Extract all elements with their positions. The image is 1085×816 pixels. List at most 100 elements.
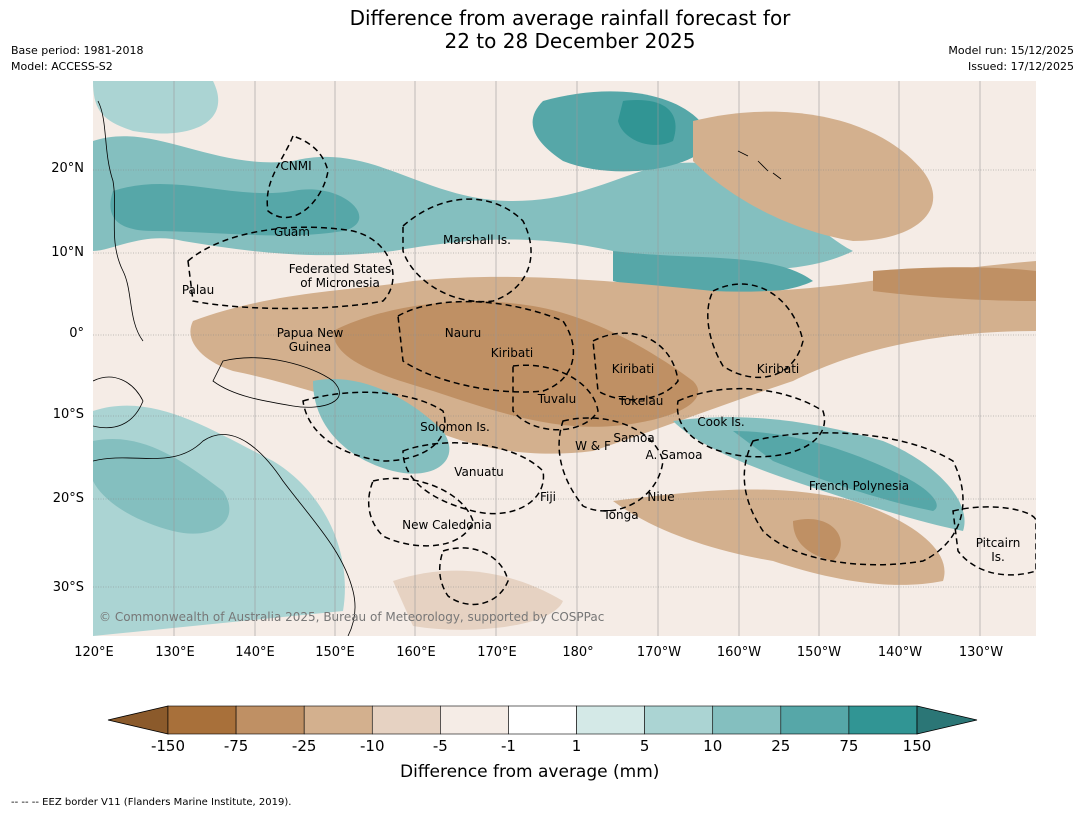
place-french-polynesia: French Polynesia xyxy=(808,479,910,493)
eez-marshall xyxy=(402,198,532,303)
dry-band-inner xyxy=(333,301,699,427)
colorbar-bin xyxy=(371,705,441,735)
philippines-coast xyxy=(97,100,144,342)
eez-south-loop xyxy=(438,547,509,606)
model-run: Model run: 15/12/2025 xyxy=(948,44,1074,57)
place-nauru: Nauru xyxy=(444,326,482,340)
colorbar-bin xyxy=(440,705,509,735)
colorbar-label: 10 xyxy=(703,737,723,755)
dry-bottom-center xyxy=(393,570,563,630)
eez-pitcairn xyxy=(952,506,1036,576)
meta-right: Model run: 15/12/2025 Issued: 17/12/2025 xyxy=(948,43,1074,75)
anomaly-fields xyxy=(93,81,1036,636)
place-tuvalu: Tuvalu xyxy=(537,392,577,406)
place-new-caledonia: New Caledonia xyxy=(402,518,492,532)
new-guinea-coast xyxy=(212,357,340,408)
coastlines xyxy=(93,100,782,636)
colorbar-label: -1 xyxy=(500,737,516,755)
eez-cook xyxy=(676,387,826,458)
colorbar-bin xyxy=(235,705,305,735)
borneo-coast xyxy=(93,376,144,429)
base-period: Base period: 1981-2018 xyxy=(11,44,144,57)
place-guam: Guam xyxy=(274,225,310,239)
wet-top-left xyxy=(93,81,219,134)
colorbar-label: -10 xyxy=(360,737,385,755)
lat-label-30s: 30°S xyxy=(52,580,84,595)
colorbar-label: 5 xyxy=(639,737,650,755)
place-samoa: Samoa xyxy=(613,431,655,445)
eez-frpoly xyxy=(743,432,964,566)
lat-label-10s: 10°S xyxy=(52,407,84,422)
lon-label-150e: 150°E xyxy=(315,645,355,660)
place-kiribati-central: Kiribati xyxy=(611,362,655,376)
colorbar-label: -150 xyxy=(150,737,186,755)
lat-label-0: 0° xyxy=(69,326,84,341)
eez-cnmi xyxy=(266,135,329,219)
colorbar-label: 1 xyxy=(571,737,582,755)
eez-footnote: -- -- -- EEZ border V11 (Flanders Marine… xyxy=(11,797,292,808)
colorbar-label: -5 xyxy=(432,737,448,755)
eez-kiribati-east xyxy=(707,283,804,379)
lon-label-160w: 160°W xyxy=(716,645,762,660)
place-fiji: Fiji xyxy=(539,490,557,504)
colorbar-bin xyxy=(303,705,373,735)
dry-east-core xyxy=(873,267,1036,301)
lon-label-130e: 130°E xyxy=(155,645,195,660)
eez-guam-fsm xyxy=(187,226,394,310)
australia-coast xyxy=(93,434,356,636)
place-solomon: Solomon Is. xyxy=(420,420,490,434)
place-tokelau: Tokelau xyxy=(618,394,664,408)
wet-south-core xyxy=(733,431,937,511)
eez-kiribati-west xyxy=(397,300,574,393)
place-kiribati-west: Kiribati xyxy=(490,346,534,360)
lon-label-130w: 130°W xyxy=(958,645,1004,660)
colorbar-label: 75 xyxy=(839,737,859,755)
place-pitcairn-line1: Pitcairn xyxy=(975,536,1021,550)
place-marshall: Marshall Is. xyxy=(443,233,511,247)
lon-label-150w: 150°W xyxy=(796,645,842,660)
place-palau: Palau xyxy=(181,283,215,297)
place-cook: Cook Is. xyxy=(697,415,745,429)
hawaii-coast xyxy=(737,150,782,180)
eez-samoa-tonga xyxy=(558,417,664,512)
issued-date: Issued: 17/12/2025 xyxy=(967,60,1074,73)
colorbar-under-arrow xyxy=(107,705,169,735)
lon-label-120e: 120°E xyxy=(74,645,114,660)
title-line-2: 22 to 28 December 2025 xyxy=(444,29,696,53)
place-fsm-line1: Federated States xyxy=(288,262,392,276)
colorbar-bin xyxy=(848,705,918,735)
eez-vanuatu-fiji xyxy=(402,442,545,515)
wet-australia-core xyxy=(93,439,230,534)
place-american-samoa: A. Samoa xyxy=(645,448,703,462)
wet-northcentral-core xyxy=(618,100,676,145)
colorbar-bin xyxy=(508,705,577,735)
place-fsm: Federated States of Micronesia xyxy=(289,262,391,290)
colorbar-title: Difference from average (mm) xyxy=(400,762,660,782)
place-kiribati-east: Kiribati xyxy=(756,362,800,376)
dry-north-east xyxy=(693,111,934,242)
colorbar-label: -25 xyxy=(291,737,317,755)
colorbar-bin xyxy=(576,705,645,735)
place-pitcairn-line2: Is. xyxy=(991,550,1005,564)
lat-label-20n: 20°N xyxy=(51,161,84,176)
colorbar-bin xyxy=(167,705,237,735)
eez-newcal xyxy=(367,477,474,547)
meta-left: Base period: 1981-2018 Model: ACCESS-S2 xyxy=(11,43,143,75)
wet-band-north xyxy=(93,136,853,270)
place-png-line1: Papua New xyxy=(276,326,344,340)
eez-solomon xyxy=(302,391,446,462)
dry-south xyxy=(613,489,945,585)
lon-label-140w: 140°W xyxy=(877,645,923,660)
place-wallis-futuna: W & F xyxy=(575,439,611,453)
lon-label-140e: 140°E xyxy=(235,645,275,660)
place-cnmi: CNMI xyxy=(280,159,312,173)
lon-label-170w: 170°W xyxy=(636,645,682,660)
place-niue: Niue xyxy=(647,490,675,504)
wet-core-north xyxy=(110,183,360,236)
rainfall-map xyxy=(93,81,1036,636)
lat-label-10n: 10°N xyxy=(51,245,84,260)
place-vanuatu: Vanuatu xyxy=(454,465,504,479)
map-panel xyxy=(93,81,1036,636)
model-name: Model: ACCESS-S2 xyxy=(11,60,113,73)
place-tonga: Tonga xyxy=(603,508,639,522)
